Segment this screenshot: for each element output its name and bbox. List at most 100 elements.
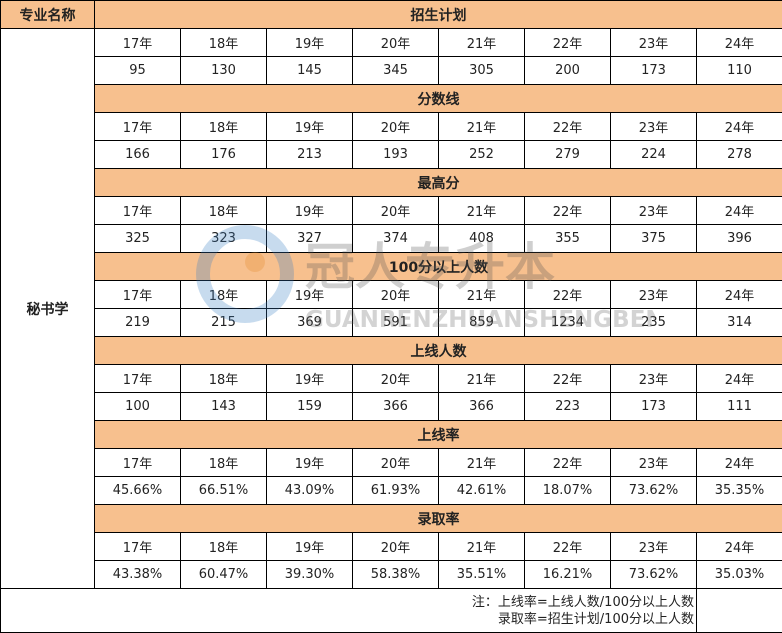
year-cell: 22年 bbox=[524, 280, 611, 309]
section-title: 最高分 bbox=[94, 168, 782, 197]
year-cell: 22年 bbox=[524, 196, 611, 225]
year-cell: 23年 bbox=[610, 532, 697, 561]
value-cell: 173 bbox=[610, 56, 697, 85]
year-row: 17年 18年 19年 20年 21年 22年 23年 24年 bbox=[1, 196, 782, 225]
value-cell: 130 bbox=[180, 56, 267, 85]
year-cell: 24年 bbox=[696, 448, 782, 477]
value-cell: 213 bbox=[266, 140, 353, 169]
year-cell: 17年 bbox=[94, 112, 181, 141]
note-line-1: 注：上线率=上线人数/100分以上人数 bbox=[471, 594, 694, 610]
year-cell: 22年 bbox=[524, 364, 611, 393]
value-cell: 408 bbox=[438, 224, 525, 253]
value-cell: 345 bbox=[352, 56, 439, 85]
value-cell: 396 bbox=[696, 224, 782, 253]
major-column-header: 专业名称 bbox=[0, 0, 95, 29]
year-cell: 21年 bbox=[438, 532, 525, 561]
year-cell: 21年 bbox=[438, 280, 525, 309]
section-title-row: 录取率 bbox=[1, 504, 782, 533]
value-cell: 193 bbox=[352, 140, 439, 169]
year-cell: 24年 bbox=[696, 196, 782, 225]
year-cell: 22年 bbox=[524, 112, 611, 141]
year-cell: 21年 bbox=[438, 112, 525, 141]
value-cell: 278 bbox=[696, 140, 782, 169]
year-cell: 18年 bbox=[180, 280, 267, 309]
value-cell: 60.47% bbox=[180, 560, 267, 589]
value-cell: 252 bbox=[438, 140, 525, 169]
section-title-row: 最高分 bbox=[1, 168, 782, 197]
year-cell: 19年 bbox=[266, 364, 353, 393]
year-cell: 20年 bbox=[352, 364, 439, 393]
year-cell: 24年 bbox=[696, 532, 782, 561]
year-cell: 23年 bbox=[610, 448, 697, 477]
year-cell: 23年 bbox=[610, 280, 697, 309]
year-cell: 18年 bbox=[180, 532, 267, 561]
value-cell: 374 bbox=[352, 224, 439, 253]
value-cell: 323 bbox=[180, 224, 267, 253]
year-cell: 17年 bbox=[94, 448, 181, 477]
value-cell: 1234 bbox=[524, 308, 611, 337]
year-cell: 21年 bbox=[438, 364, 525, 393]
value-cell: 224 bbox=[610, 140, 697, 169]
year-cell: 18年 bbox=[180, 448, 267, 477]
year-row: 17年 18年 19年 20年 21年 22年 23年 24年 bbox=[1, 448, 782, 477]
value-cell: 355 bbox=[524, 224, 611, 253]
year-row: 秘书学 17年 18年 19年 20年 21年 22年 23年 24年 bbox=[0, 28, 782, 589]
value-row: 325 323 327 374 408 355 375 396 bbox=[1, 224, 782, 253]
year-cell: 23年 bbox=[610, 112, 697, 141]
value-cell: 200 bbox=[524, 56, 611, 85]
year-cell: 17年 bbox=[94, 364, 181, 393]
section-title-row: 分数线 bbox=[1, 84, 782, 113]
year-cell: 19年 bbox=[266, 196, 353, 225]
year-cell: 18年 bbox=[180, 196, 267, 225]
value-cell: 45.66% bbox=[94, 476, 181, 505]
empty-cell bbox=[696, 588, 782, 633]
section-title-row: 上线率 bbox=[1, 420, 782, 449]
value-row: 95 130 145 345 305 200 173 110 bbox=[1, 56, 782, 85]
value-cell: 16.21% bbox=[524, 560, 611, 589]
year-cell: 17年 bbox=[94, 196, 181, 225]
value-cell: 35.51% bbox=[438, 560, 525, 589]
footnote: 注：上线率=上线人数/100分以上人数 录取率=招生计划/100分以上人数 bbox=[0, 588, 697, 633]
value-cell: 73.62% bbox=[610, 560, 697, 589]
year-cell: 18年 bbox=[180, 364, 267, 393]
value-row: 166 176 213 193 252 279 224 278 bbox=[1, 140, 782, 169]
value-cell: 100 bbox=[94, 392, 181, 421]
value-cell: 305 bbox=[438, 56, 525, 85]
year-cell: 18年 bbox=[180, 28, 267, 57]
year-cell: 19年 bbox=[266, 448, 353, 477]
year-row: 17年 18年 19年 20年 21年 22年 23年 24年 bbox=[1, 112, 782, 141]
year-cell: 22年 bbox=[524, 448, 611, 477]
year-cell: 20年 bbox=[352, 28, 439, 57]
value-cell: 215 bbox=[180, 308, 267, 337]
section-title-row: 上线人数 bbox=[1, 336, 782, 365]
year-cell: 18年 bbox=[180, 112, 267, 141]
value-cell: 18.07% bbox=[524, 476, 611, 505]
value-cell: 66.51% bbox=[180, 476, 267, 505]
year-cell: 20年 bbox=[352, 196, 439, 225]
value-cell: 61.93% bbox=[352, 476, 439, 505]
year-cell: 17年 bbox=[94, 280, 181, 309]
year-row: 17年 18年 19年 20年 21年 22年 23年 24年 bbox=[1, 280, 782, 309]
note-line-2: 录取率=招生计划/100分以上人数 bbox=[497, 611, 694, 627]
value-cell: 279 bbox=[524, 140, 611, 169]
value-cell: 859 bbox=[438, 308, 525, 337]
value-row: 100 143 159 366 366 223 173 111 bbox=[1, 392, 782, 421]
value-cell: 39.30% bbox=[266, 560, 353, 589]
value-cell: 173 bbox=[610, 392, 697, 421]
value-row: 45.66% 66.51% 43.09% 61.93% 42.61% 18.07% 73.6… bbox=[1, 476, 782, 505]
value-cell: 176 bbox=[180, 140, 267, 169]
year-cell: 17年 bbox=[94, 532, 181, 561]
year-cell: 19年 bbox=[266, 28, 353, 57]
value-cell: 159 bbox=[266, 392, 353, 421]
value-row: 219 215 369 591 859 1234 235 314 bbox=[1, 308, 782, 337]
value-cell: 325 bbox=[94, 224, 181, 253]
value-cell: 35.35% bbox=[696, 476, 782, 505]
value-cell: 145 bbox=[266, 56, 353, 85]
year-cell: 24年 bbox=[696, 112, 782, 141]
value-cell: 314 bbox=[696, 308, 782, 337]
year-cell: 24年 bbox=[696, 280, 782, 309]
value-cell: 58.38% bbox=[352, 560, 439, 589]
major-name-cell: 秘书学 bbox=[0, 28, 95, 589]
